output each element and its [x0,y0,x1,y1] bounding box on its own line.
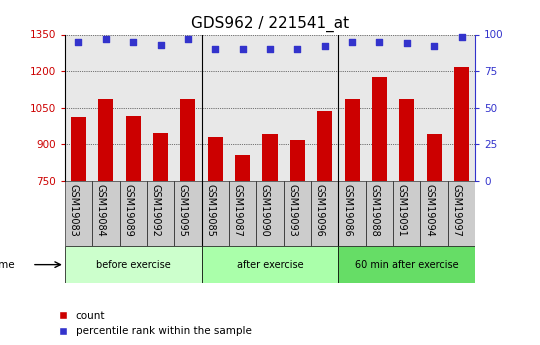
FancyBboxPatch shape [284,181,311,246]
Bar [290,140,305,181]
FancyBboxPatch shape [393,181,421,246]
Point [293,46,302,52]
FancyBboxPatch shape [256,181,284,246]
Text: after exercise: after exercise [237,260,303,270]
Bar [71,117,86,181]
Point [430,43,438,49]
Text: 60 min after exercise: 60 min after exercise [355,260,458,270]
Text: GSM19088: GSM19088 [369,184,380,237]
Text: before exercise: before exercise [96,260,171,270]
FancyBboxPatch shape [201,181,229,246]
Bar [345,99,360,181]
Bar [180,99,195,181]
Text: GSM19092: GSM19092 [151,184,160,237]
Text: GSM19089: GSM19089 [123,184,133,237]
Text: GSM19094: GSM19094 [424,184,434,237]
Text: GSM19090: GSM19090 [260,184,270,237]
Point [348,39,356,45]
Legend: count, percentile rank within the sample: count, percentile rank within the sample [59,311,252,336]
Text: time: time [0,260,16,270]
Point [266,46,274,52]
Point [74,39,83,45]
FancyBboxPatch shape [448,181,475,246]
FancyBboxPatch shape [65,246,201,283]
Point [102,36,110,42]
FancyBboxPatch shape [421,181,448,246]
Bar [399,99,414,181]
FancyBboxPatch shape [147,181,174,246]
Point [156,42,165,48]
Text: GSM19095: GSM19095 [178,184,188,237]
Point [402,40,411,46]
FancyBboxPatch shape [119,181,147,246]
FancyBboxPatch shape [339,246,475,283]
Point [129,39,138,45]
Title: GDS962 / 221541_at: GDS962 / 221541_at [191,16,349,32]
Text: GSM19086: GSM19086 [342,184,352,237]
Point [375,39,384,45]
Point [457,34,466,40]
Bar [153,133,168,181]
Bar [208,137,223,181]
Bar [372,77,387,181]
FancyBboxPatch shape [311,181,339,246]
Bar [454,67,469,181]
Bar [262,134,278,181]
Text: GSM19097: GSM19097 [451,184,462,237]
Text: GSM19087: GSM19087 [233,184,242,237]
Bar [98,99,113,181]
Text: GSM19093: GSM19093 [287,184,298,237]
FancyBboxPatch shape [339,181,366,246]
Text: GSM19084: GSM19084 [96,184,106,237]
Text: GSM19085: GSM19085 [205,184,215,237]
FancyBboxPatch shape [92,181,119,246]
Text: GSM19096: GSM19096 [315,184,325,237]
FancyBboxPatch shape [229,181,256,246]
FancyBboxPatch shape [201,246,339,283]
Point [238,46,247,52]
Text: GSM19091: GSM19091 [397,184,407,237]
FancyBboxPatch shape [65,181,92,246]
Point [184,36,192,42]
Bar [126,116,141,181]
FancyBboxPatch shape [174,181,201,246]
Point [211,46,220,52]
Point [320,43,329,49]
Bar [235,155,250,181]
Bar [317,111,332,181]
Text: GSM19083: GSM19083 [69,184,78,237]
Bar [427,134,442,181]
FancyBboxPatch shape [366,181,393,246]
